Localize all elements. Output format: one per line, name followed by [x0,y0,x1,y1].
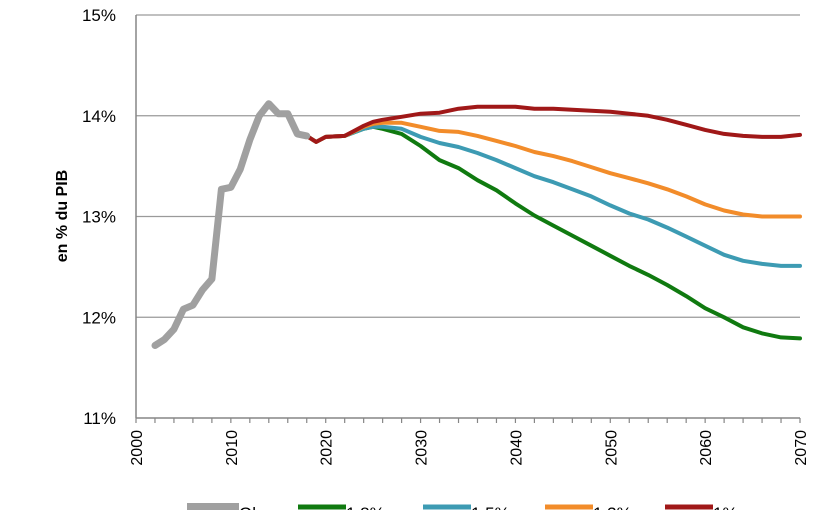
legend-label: 1% [713,504,738,510]
y-tick-label: 12% [82,308,116,327]
y-tick-labels: 11% 12% 13% 14% 15% [82,6,116,428]
y-tick-label: 14% [82,107,116,126]
legend-label: 1,5% [471,504,510,510]
series-line-2 [304,124,802,268]
legend-label: 1,3% [593,504,632,510]
series-line-1 [304,124,802,341]
x-tick-label: 2020 [319,430,336,466]
x-tick-label: 2050 [603,430,620,466]
series-line-obs [151,100,311,349]
gridlines [136,14,800,318]
series-line-3 [304,120,802,219]
legend: Obs 1,8% 1,5% 1,3% 1% [187,503,738,510]
legend-label: 1,8% [346,504,385,510]
y-tick-label: 13% [82,208,116,227]
x-tick-label: 2000 [129,430,146,466]
x-tick-label: 2040 [508,430,525,466]
axes [135,15,800,419]
y-axis-label: en % du PIB [54,170,71,262]
legend-label: Obs [239,504,270,510]
series-line-4 [304,104,802,144]
y-tick-label: 11% [83,409,116,428]
x-tick-label: 2030 [414,430,431,466]
y-tick-label: 15% [82,6,116,25]
x-tick-marks [135,418,801,423]
x-tick-label: 2070 [793,430,810,466]
x-tick-label: 2060 [698,430,715,466]
x-tick-labels: 2000 2010 2020 2030 2040 2050 2060 2070 [129,430,810,466]
x-tick-label: 2010 [224,430,241,466]
series-lines [151,100,802,349]
